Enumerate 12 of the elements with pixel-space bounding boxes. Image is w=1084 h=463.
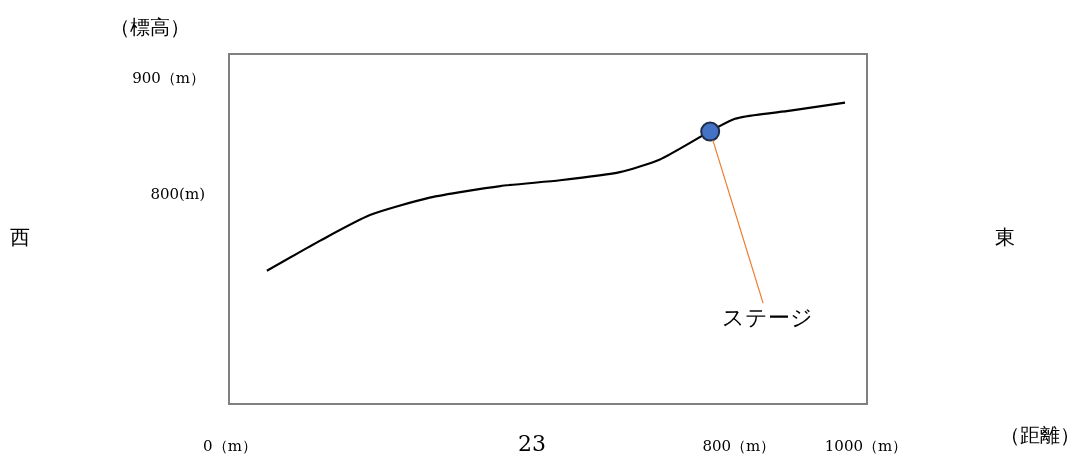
text: 23 — [518, 431, 546, 456]
y-tick-label: 800(m) — [150, 185, 205, 204]
y-axis-title: （標高） — [110, 15, 190, 39]
x-tick-label: 800（m） — [702, 437, 776, 455]
text: 西 — [10, 225, 30, 249]
text: 東 — [995, 225, 1015, 249]
y-tick-label: 900（m） — [132, 69, 205, 88]
annotation: ステージ — [722, 305, 813, 330]
line-series — [265, 101, 847, 272]
x-axis-title: （距離） — [1000, 423, 1080, 447]
x-tick-label: 1000（m） — [824, 437, 908, 455]
x-tick-label: 0（m） — [203, 437, 257, 455]
